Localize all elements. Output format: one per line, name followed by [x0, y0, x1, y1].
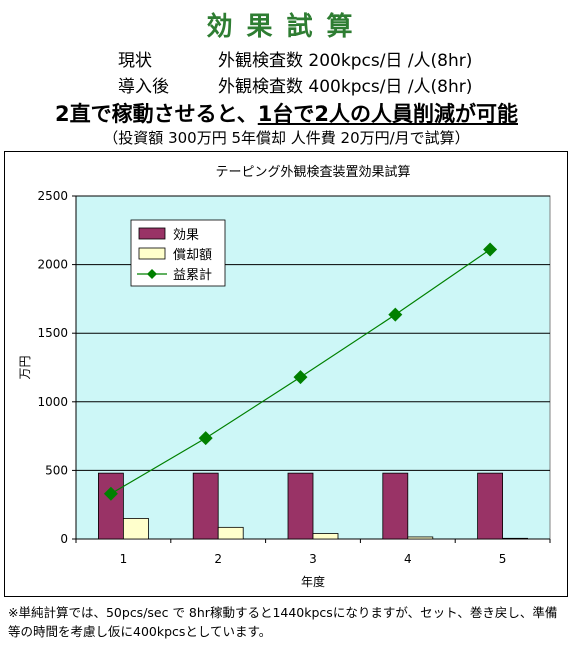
effect-chart: テーピング外観検査装置効果試算 0 500 1000 1500 2000 2500 1 2 3 4 5…	[18, 164, 551, 589]
current-status-row: 現状 外観検査数 200kpcs/日 /人(8hr)	[118, 46, 472, 71]
bar-1	[287, 472, 314, 540]
bar-2	[123, 518, 149, 540]
bar-2	[407, 536, 434, 540]
line-point	[483, 242, 498, 257]
line-point	[388, 307, 403, 322]
x-tick-label: 2	[214, 552, 222, 566]
bar-1	[382, 472, 409, 540]
legend-swatch	[138, 247, 166, 260]
y-tick-label: 500	[45, 463, 68, 477]
footnote: ※単純計算では、50pcs/sec で 8hr稼動すると1440kpcsになりま…	[8, 605, 558, 639]
y-tick-label: 1500	[37, 326, 68, 340]
headline: 2直で稼動させると、1台で2人の人員削減が可能	[0, 98, 573, 128]
bar-1	[98, 472, 124, 540]
line-point	[198, 431, 213, 446]
y-tick-label: 1000	[37, 395, 68, 409]
line-point	[103, 486, 118, 501]
x-tick-label: 1	[120, 552, 128, 566]
y-tick-label: 2000	[37, 258, 68, 272]
legend-marker	[147, 269, 157, 279]
bar-1	[477, 472, 504, 540]
legend-label: 償却額	[173, 248, 212, 263]
x-tick-label: 3	[309, 552, 317, 566]
current-status-label: 現状	[118, 51, 152, 71]
x-tick-label: 4	[404, 552, 412, 566]
bar-2	[312, 533, 339, 540]
bar-1	[192, 472, 219, 540]
after-introduction-text: 外観検査数 400kpcs/日 /人(8hr)	[218, 77, 473, 97]
bar-2	[502, 537, 529, 540]
after-introduction-label: 導入後	[118, 77, 169, 97]
headline-part2: 1台で2人の人員削減が可能	[257, 102, 518, 126]
line-point	[293, 370, 308, 385]
after-introduction-row: 導入後 外観検査数 400kpcs/日 /人(8hr)	[118, 72, 472, 97]
chart-title: テーピング外観検査装置効果試算	[215, 164, 410, 180]
current-status-text: 外観検査数 200kpcs/日 /人(8hr)	[218, 51, 473, 71]
page-title: 効果試算	[206, 12, 367, 42]
legend-label: 益累計	[173, 267, 212, 283]
legend-label: 効果	[173, 228, 199, 243]
x-axis-label: 年度	[301, 574, 325, 589]
y-tick-label: 2500	[37, 189, 68, 203]
bar-2	[217, 526, 244, 540]
headline-part1: 2直で稼動させると、	[54, 102, 258, 126]
calculation-basis: （投資額 300万円 5年償却 人件費 20万円/月で試算）	[103, 129, 470, 147]
y-tick-label: 0	[60, 532, 68, 546]
x-tick-label: 5	[499, 552, 507, 566]
legend-swatch	[138, 227, 166, 240]
y-axis-label: 万円	[18, 355, 32, 379]
chart-frame: テーピング外観検査装置効果試算 0 500 1000 1500 2000 2500 1 2 3 4 5…	[4, 151, 568, 597]
